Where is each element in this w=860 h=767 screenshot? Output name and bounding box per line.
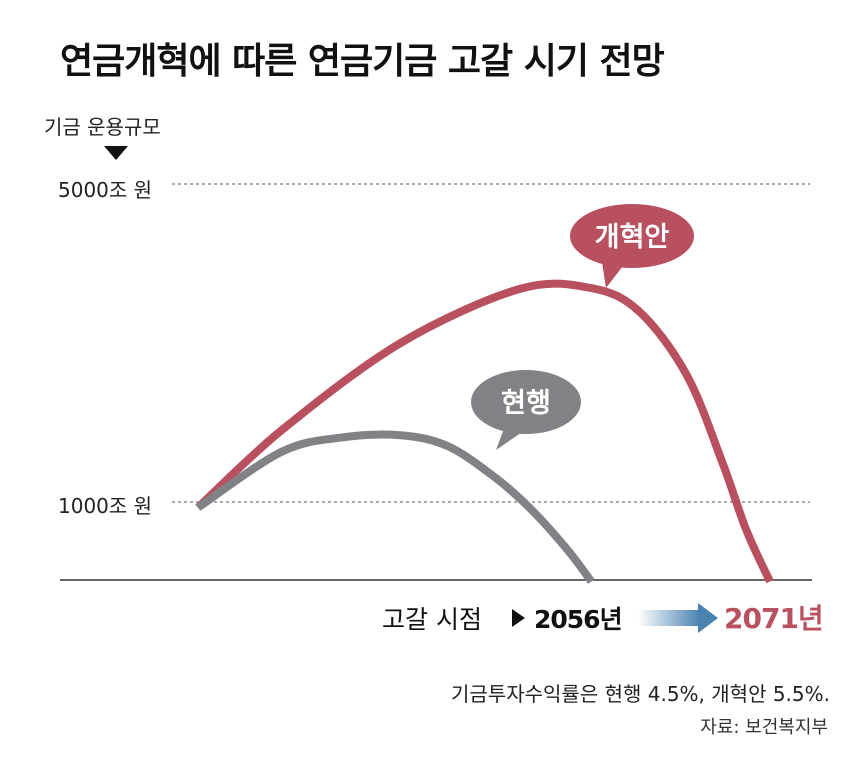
series-bubble-reform: 개혁안 <box>570 204 694 288</box>
chart-title: 연금개혁에 따른 연금기금 고갈 시기 전망 <box>60 41 665 82</box>
depletion-label: 고갈 시점 <box>382 605 482 634</box>
y-tick-label-1000: 1000조 원 <box>58 494 153 518</box>
series-name-label: 현행 <box>501 388 551 419</box>
y-axis-label: 기금 운용규모 <box>44 115 161 139</box>
play-arrow-icon <box>512 609 525 627</box>
y-axis-pointer-icon <box>104 146 128 160</box>
depletion-year-current: 2056년 <box>534 605 623 634</box>
series-name-label: 개혁안 <box>595 222 670 253</box>
series-bubble-current: 현행 <box>471 370 581 450</box>
y-tick-label-5000: 5000조 원 <box>58 178 153 202</box>
series-line-current <box>195 430 595 584</box>
source: 자료: 보건복지부 <box>700 717 828 738</box>
series-line-reform <box>195 279 774 584</box>
footnote: 기금투자수익률은 현행 4.5%, 개혁안 5.5%. <box>451 682 830 706</box>
depletion-arrow-icon <box>638 603 718 633</box>
depletion-year-reform: 2071년 <box>724 602 824 635</box>
